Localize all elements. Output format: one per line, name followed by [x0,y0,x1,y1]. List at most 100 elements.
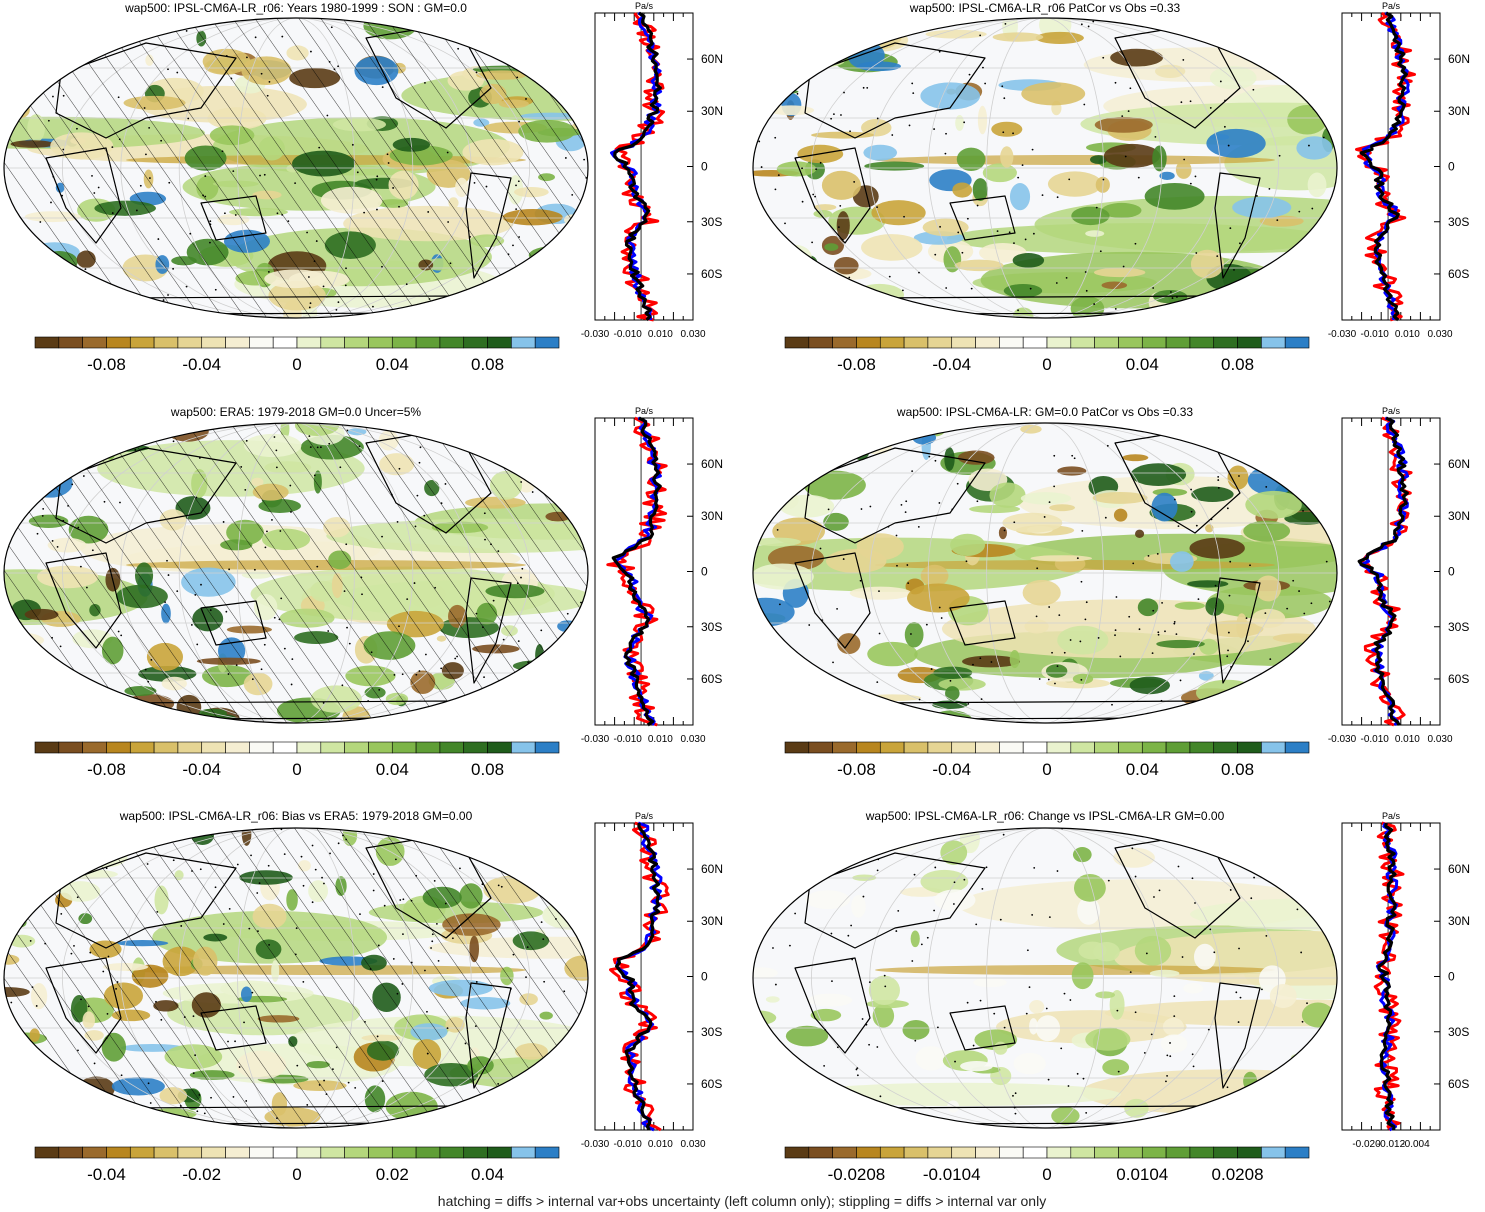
colorbar-swatch [415,741,441,754]
colorbar-swatch [34,1146,60,1159]
colorbar-swatch [1213,336,1238,349]
colorbar-swatch [58,336,83,349]
profile-xtick: 0.030 [1427,329,1452,340]
colorbar-swatch [296,1146,322,1159]
colorbar-swatch [153,1146,179,1159]
colorbar-swatch [177,1146,203,1159]
colorbar-swatch [1070,1146,1095,1159]
zonal-profile: Pa/s -0.020-0.012-0.004 60N 30N 0 30S 60S [1341,811,1470,1150]
profile-lat-label: 60N [1448,52,1470,66]
colorbar-swatch [439,1146,465,1159]
profile-xtick: -0.004 [1401,1139,1430,1150]
colorbar-swatch [1070,336,1095,349]
map-border [3,17,589,319]
colorbar-swatch [832,1146,857,1159]
panel-title: wap500: IPSL-CM6A-LR_r06: Years 1980-199… [124,1,467,15]
colorbar-swatch [856,741,881,754]
profile-lat-label: 30N [1448,509,1470,523]
colorbar-swatch [511,1146,536,1159]
colorbar-swatch [1284,741,1310,754]
colorbar-swatch [1261,1146,1286,1159]
profile-lat-label: 60S [701,1077,722,1091]
colorbar-swatch [534,1146,560,1159]
profile-xtick: -0.010 [1360,329,1389,340]
profile-lat-label: 60S [1448,267,1469,281]
world-map [3,827,589,1129]
panel-title: wap500: IPSL-CM6A-LR_r06 PatCor vs Obs =… [909,1,1181,15]
colorbar-swatch [391,741,417,754]
profile-lat-label: 0 [1448,970,1455,984]
panel-1: wap500: IPSL-CM6A-LR_r06: Years 1980-199… [3,1,723,374]
profile-xtick: 0.030 [680,734,705,745]
map-border [752,827,1338,1129]
colorbar-swatch [272,336,298,349]
colorbar-swatch [391,336,417,349]
colorbar-swatch [903,741,929,754]
colorbar-swatch [106,336,131,349]
profile-curve [1359,11,1408,322]
colorbar-swatch [249,336,274,349]
colorbar-swatch [1165,741,1191,754]
colorbar-swatch [927,1146,953,1159]
colorbar-swatch [82,336,107,349]
colorbar-swatch [34,741,60,754]
colorbar-swatch [201,1146,226,1159]
colorbar-label: 0.08 [1221,355,1254,374]
colorbar-swatch [832,741,857,754]
colorbar-label: 0 [292,355,301,374]
profile-xtick: 0.010 [1395,329,1420,340]
panel-6: wap500: IPSL-CM6A-LR_r06: Change vs IPSL… [752,809,1470,1184]
colorbar-swatch [391,1146,417,1159]
profile-curve [1360,416,1413,727]
colorbar-swatch [1046,336,1072,349]
colorbar-label: -0.08 [87,760,126,779]
profile-curve [1355,11,1416,322]
colorbar-swatch [856,1146,881,1159]
colorbar-swatch [34,336,60,349]
colorbar-swatch [1284,336,1310,349]
profile-units: Pa/s [1382,406,1401,416]
colorbar-swatch [272,1146,298,1159]
colorbar-swatch [487,336,512,349]
colorbar: -0.08 -0.04 0 0.04 0.08 [784,336,1310,374]
colorbar-swatch [1189,1146,1215,1159]
colorbar-label: 0 [1042,1165,1051,1184]
colorbar-swatch [1022,1146,1048,1159]
colorbar-swatch [1118,336,1143,349]
colorbar-swatch [1261,741,1286,754]
map-border [752,422,1338,724]
colorbar-label: -0.0208 [828,1165,886,1184]
colorbar-swatch [1237,336,1262,349]
colorbar-swatch [487,741,512,754]
profile-units: Pa/s [1382,811,1401,821]
colorbar-label: -0.04 [932,355,971,374]
map-border [752,17,1338,319]
zonal-profile: Pa/s -0.030 -0.010 0.010 0.030 60N 30N 0 30S 60S [581,1,723,340]
colorbar: -0.04 -0.02 0 0.02 0.04 [34,1146,560,1184]
colorbar-label: 0 [1042,760,1051,779]
colorbar: -0.0208 -0.0104 0 0.0104 0.0208 [784,1146,1310,1184]
panel-title: wap500: ERA5: 1979-2018 GM=0.0 Uncer=5% [170,405,421,419]
colorbar-swatch [1046,1146,1072,1159]
colorbar-swatch [415,1146,441,1159]
colorbar-label: -0.08 [837,760,876,779]
profile-xtick: 0.010 [648,734,673,745]
colorbar-swatch [201,336,226,349]
zonal-profile: Pa/s -0.030 -0.010 0.010 0.030 60N 30N 0 30S 60S [1328,1,1470,340]
colorbar-swatch [1213,741,1238,754]
colorbar-swatch [1022,741,1048,754]
panel-title: wap500: IPSL-CM6A-LR_r06: Change vs IPSL… [865,809,1225,823]
colorbar-swatch [999,1146,1024,1159]
profile-xtick: -0.012 [1377,1139,1406,1150]
profile-xtick: -0.030 [581,329,610,340]
colorbar-swatch [927,741,953,754]
colorbar-swatch [344,336,369,349]
colorbar-swatch [1284,1146,1310,1159]
colorbar-label: -0.04 [182,355,221,374]
colorbar-swatch [463,741,488,754]
world-map [752,17,1338,319]
colorbar: -0.08 -0.04 0 0.04 0.08 [34,336,560,374]
colorbar-swatch [296,741,322,754]
colorbar-swatch [225,1146,250,1159]
colorbar-swatch [808,336,833,349]
